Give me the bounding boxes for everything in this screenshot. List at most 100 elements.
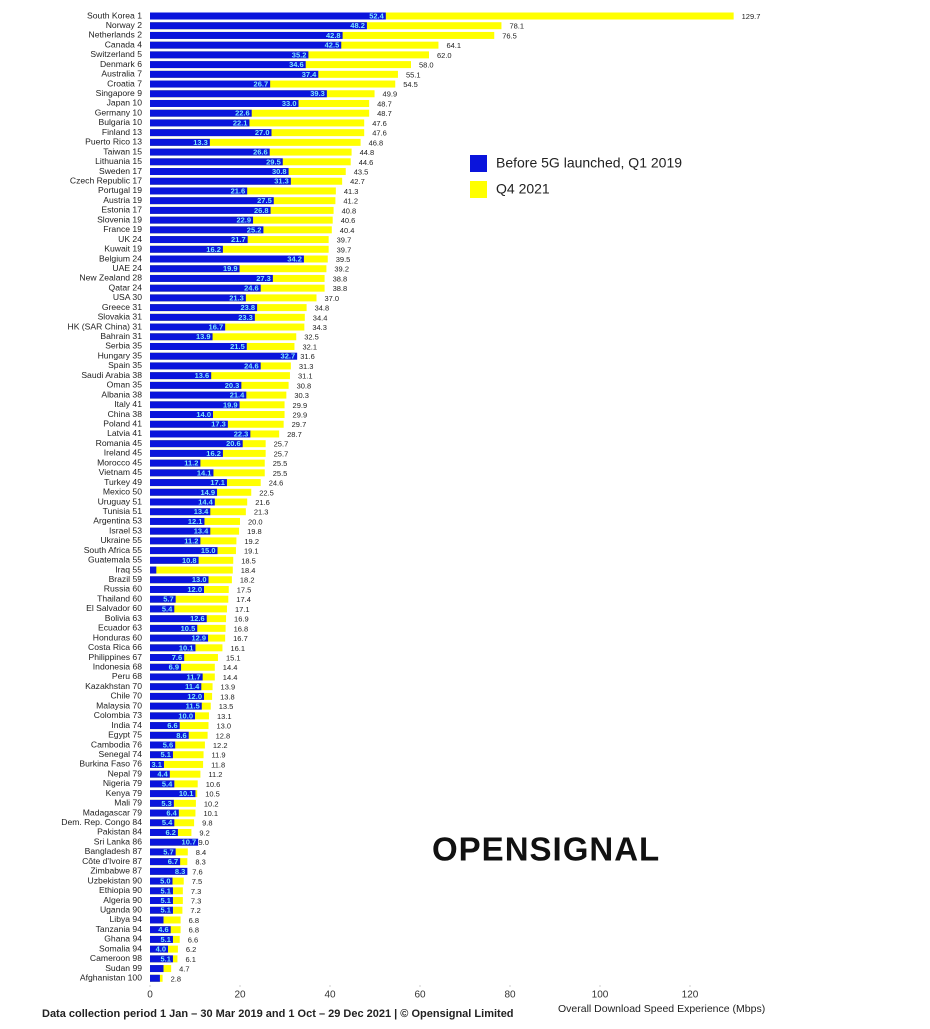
value-label: 12.9: [191, 634, 206, 643]
category-label: Afghanistan 100: [80, 973, 142, 983]
value-label: 13.4: [194, 507, 209, 516]
value-label: 13.4: [194, 527, 209, 536]
value-label: 21.7: [231, 235, 246, 244]
value-label: 25.5: [273, 459, 288, 468]
bar-q1-2019: [150, 683, 202, 691]
bar-q1-2019: [150, 566, 157, 574]
value-label: 48.2: [350, 21, 365, 30]
category-label: Ireland 45: [104, 448, 142, 458]
value-label: 5.1: [161, 954, 171, 963]
value-label: 10.1: [203, 809, 218, 818]
bar-q1-2019: [150, 556, 199, 564]
bar-q1-2019: [150, 333, 213, 341]
bar-q1-2019: [150, 955, 173, 963]
x-tick-label: 80: [504, 990, 516, 1001]
category-label: Belgium 24: [99, 253, 142, 263]
value-label: 11.2: [184, 536, 198, 545]
value-label: 14.4: [223, 673, 238, 682]
value-label: 42.7: [350, 177, 365, 186]
value-label: 13.1: [217, 712, 232, 721]
value-label: 31.3: [274, 177, 289, 186]
category-label: Estonia 17: [101, 205, 142, 215]
category-label: Algeria 90: [103, 895, 142, 905]
category-label: Côte d'Ivoire 87: [82, 856, 142, 866]
category-label: Somalia 94: [99, 943, 142, 953]
bar-q4-2021: [150, 916, 181, 924]
value-label: 4.0: [156, 945, 166, 954]
logo: OPENSIGNAL: [432, 831, 660, 868]
value-label: 17.5: [237, 585, 252, 594]
value-label: 5.4: [162, 779, 173, 788]
bar-q1-2019: [150, 245, 223, 253]
category-label: Germany 10: [95, 107, 143, 117]
category-label: Uzbekistan 90: [88, 875, 143, 885]
value-label: 27.3: [256, 274, 271, 283]
value-label: 31.1: [298, 372, 313, 381]
bar-q1-2019: [150, 741, 176, 749]
value-label: 24.6: [244, 361, 259, 370]
value-label: 13.0: [217, 722, 232, 731]
category-label: Peru 68: [112, 671, 142, 681]
bar-q1-2019: [150, 41, 342, 49]
value-label: 19.8: [247, 527, 262, 536]
value-label: 22.6: [235, 109, 250, 118]
value-label: 39.3: [310, 89, 325, 98]
category-label: Bolivia 63: [105, 613, 142, 623]
value-label: 46.8: [369, 138, 384, 147]
category-label: Israel 53: [109, 525, 142, 535]
bar-q1-2019: [150, 751, 173, 759]
bar-q1-2019: [150, 585, 204, 593]
value-label: 16.7: [233, 634, 248, 643]
value-label: 10.1: [179, 643, 194, 652]
value-label: 26.8: [254, 206, 269, 215]
value-label: 5.0: [160, 877, 170, 886]
value-label: 24.6: [269, 479, 284, 488]
value-label: 43.5: [354, 168, 369, 177]
category-label: Kazakhstan 70: [85, 681, 142, 691]
category-label: Mali 79: [114, 798, 142, 808]
bar-q1-2019: [150, 313, 255, 321]
bar-q1-2019: [150, 381, 242, 389]
value-label: 12.6: [190, 614, 205, 623]
value-label: 17.4: [236, 595, 251, 604]
value-label: 18.2: [240, 576, 255, 585]
bar-q1-2019: [150, 411, 213, 419]
category-label: Kenya 79: [106, 788, 143, 798]
category-label: Greece 31: [102, 302, 142, 312]
bar-q1-2019: [150, 517, 205, 525]
value-label: 29.9: [293, 411, 308, 420]
category-label: Taiwan 15: [103, 146, 142, 156]
value-label: 11.5: [186, 702, 200, 711]
bar-q1-2019: [150, 945, 168, 953]
category-label: Saudi Arabia 38: [81, 370, 142, 380]
value-label: 6.8: [189, 916, 199, 925]
value-label: 5.1: [161, 906, 171, 915]
category-label: Albania 38: [101, 389, 142, 399]
value-label: 58.0: [419, 61, 434, 70]
value-label: 64.1: [446, 41, 461, 50]
bar-q1-2019: [150, 304, 258, 312]
value-label: 14.4: [223, 663, 238, 672]
bar-q1-2019: [150, 673, 203, 681]
value-label: 32.1: [302, 342, 317, 351]
bar-q4-2021: [150, 595, 229, 603]
legend-label: Q4 2021: [496, 181, 550, 197]
category-label: Puerto Rico 13: [85, 137, 142, 147]
bar-q1-2019: [150, 508, 211, 516]
value-label: 42.8: [326, 31, 341, 40]
value-label: 13.8: [220, 692, 235, 701]
value-label: 19.2: [244, 537, 259, 546]
category-label: Croatia 7: [107, 78, 142, 88]
bar-q4-2021: [150, 372, 290, 380]
value-label: 19.9: [223, 400, 238, 409]
value-label: 34.3: [312, 323, 327, 332]
bar-q4-2021: [150, 138, 361, 146]
category-label: Malaysia 70: [96, 700, 142, 710]
bar-q1-2019: [150, 848, 176, 856]
bar-q1-2019: [150, 294, 246, 302]
value-label: 7.5: [192, 877, 202, 886]
value-label: 23.8: [240, 303, 255, 312]
bar-q1-2019: [150, 770, 170, 778]
value-label: 32.7: [281, 352, 296, 361]
value-label: 54.5: [403, 80, 418, 89]
